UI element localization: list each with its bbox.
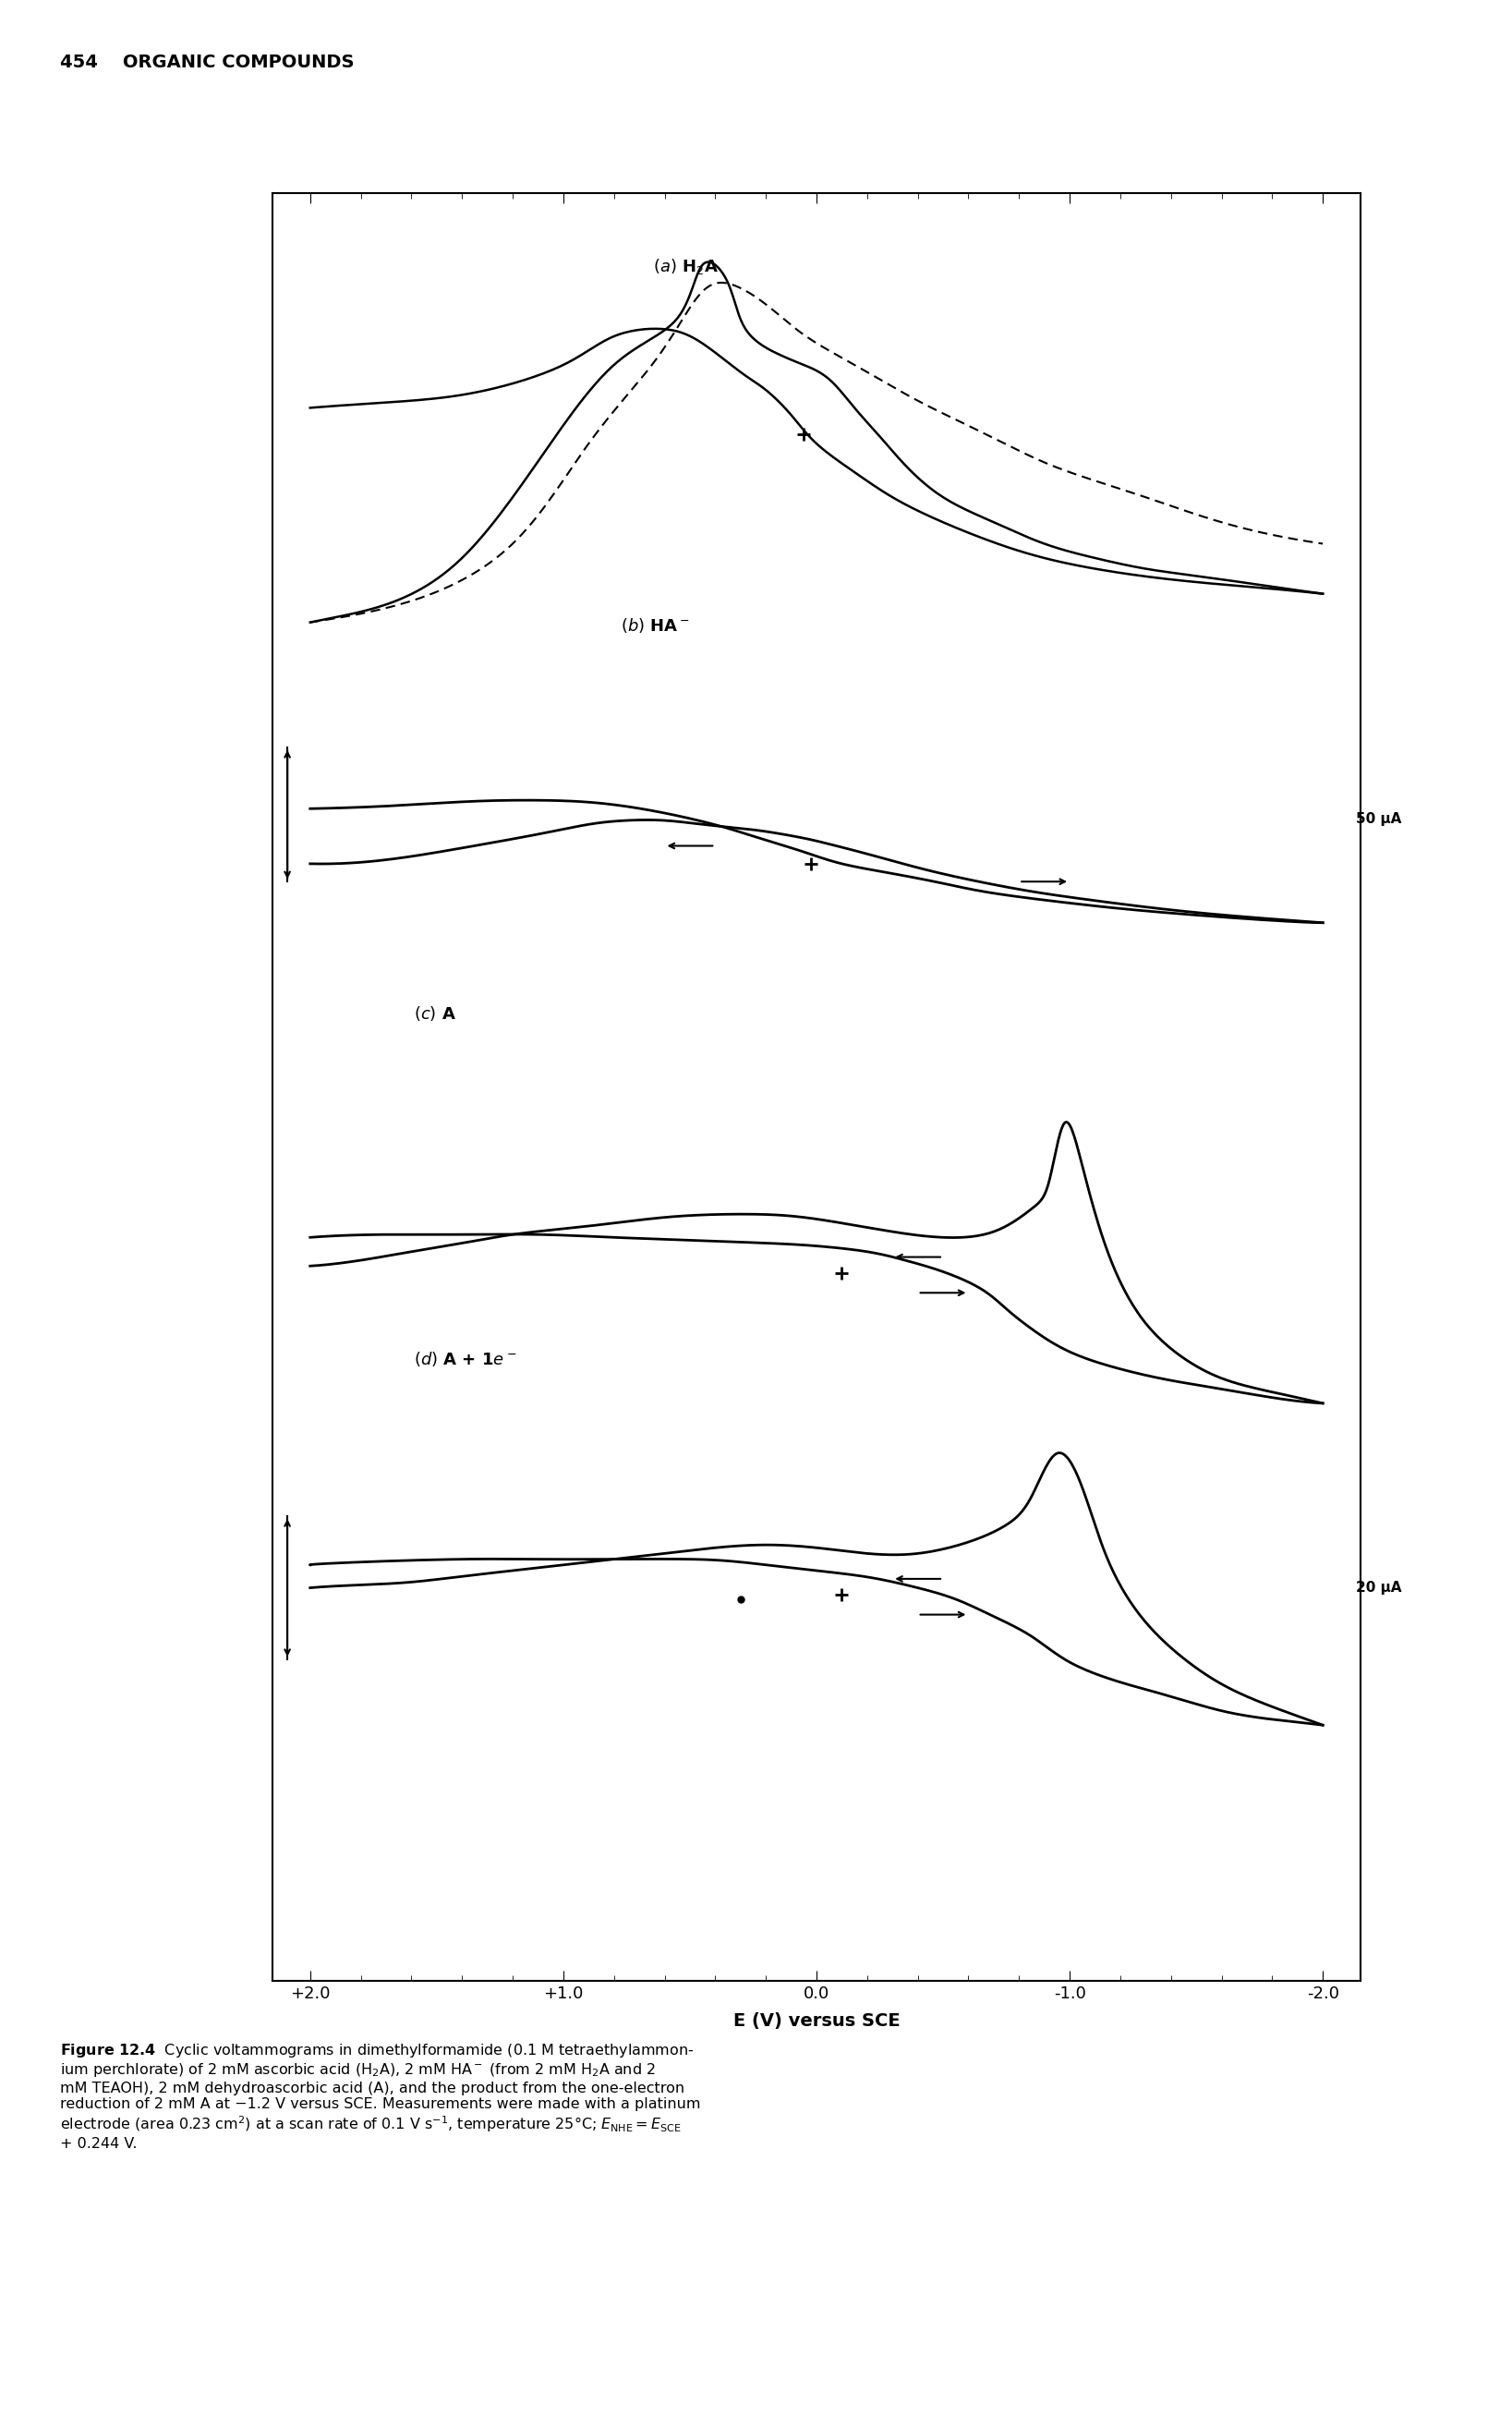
Text: 454    ORGANIC COMPOUNDS: 454 ORGANIC COMPOUNDS [60,53,355,72]
X-axis label: E (V) versus SCE: E (V) versus SCE [733,2013,900,2029]
Text: $(d)$ A + 1$e^-$: $(d)$ A + 1$e^-$ [414,1351,517,1367]
Text: $(b)$ HA$^-$: $(b)$ HA$^-$ [620,616,689,635]
Text: $(c)$ A: $(c)$ A [414,1005,457,1022]
Text: 50 μA: 50 μA [1356,812,1402,826]
Text: $(a)$ H$_2$A: $(a)$ H$_2$A [653,256,718,275]
Text: 20 μA: 20 μA [1356,1580,1402,1595]
Text: $\bf{Figure\ 12.4}$  Cyclic voltammograms in dimethylformamide (0.1 M tetraethyl: $\bf{Figure\ 12.4}$ Cyclic voltammograms… [60,2042,702,2150]
